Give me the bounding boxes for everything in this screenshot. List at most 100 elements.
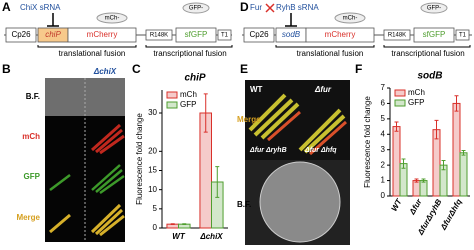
y-tick-label: 1 — [381, 176, 386, 185]
protein-label: GFP- — [427, 6, 441, 12]
bar — [412, 180, 421, 197]
panel-d: D Cp26 sodB mCherry R148K sfGFP T1 Fur R… — [240, 0, 472, 58]
y-tick-label: 6 — [381, 99, 386, 108]
x-tick-label: Δfur — [407, 197, 424, 217]
plate — [259, 161, 341, 243]
bracket — [275, 45, 471, 48]
bright-field — [45, 78, 125, 116]
column-label: WT — [59, 67, 72, 76]
protein — [420, 2, 448, 14]
x-tick-label: ΔchiX — [199, 232, 223, 241]
y-tick-label: 7 — [381, 83, 386, 92]
y-tick-label: 5 — [381, 114, 386, 123]
promoter-box — [243, 27, 275, 43]
chart-title: sodB — [418, 71, 443, 82]
legend-label: GFP — [180, 100, 196, 109]
cross — [265, 3, 275, 13]
legend-label: mCh — [408, 88, 425, 97]
mutation: R148K — [150, 33, 168, 39]
y-axis-label: Fluorescence fold change — [135, 113, 144, 205]
panel-a: A Cp26 chiP mCherry R148K sfGFP T1 ChiX … — [2, 0, 233, 58]
error-bar — [414, 178, 419, 183]
reporter: mCherry — [87, 30, 118, 39]
y-tick-label: 0 — [153, 223, 158, 232]
srna: ChiX sRNA — [20, 3, 61, 12]
terminator: T1 — [221, 33, 229, 39]
bar — [432, 129, 441, 197]
reporter-box — [175, 27, 217, 43]
bar — [459, 152, 468, 197]
error-bar — [182, 223, 187, 226]
srna: RyhB sRNA — [276, 3, 319, 12]
panel-label: B — [2, 62, 11, 76]
reporter-box — [413, 27, 455, 43]
y-tick-label: 10 — [148, 185, 157, 194]
inhibition — [285, 13, 297, 27]
reporter: sfGFP — [185, 30, 208, 39]
error-bar — [454, 95, 459, 112]
reporter-box — [67, 27, 137, 43]
bar — [392, 126, 401, 197]
promoter: Cp26 — [249, 30, 269, 39]
error-bar — [170, 223, 175, 226]
cells-red — [91, 123, 125, 155]
gene: sodB — [282, 30, 301, 39]
regulator: Fur — [250, 3, 262, 12]
row-label: B.F. — [26, 92, 40, 101]
strain-label: Δfur — [314, 85, 332, 94]
error-bar — [421, 178, 426, 183]
cells-green — [49, 164, 125, 195]
y-tick-label: 0 — [381, 191, 386, 200]
strain-label: Δfur Δhfq — [304, 147, 337, 154]
protein — [96, 12, 128, 24]
error-bar — [461, 149, 466, 156]
x-tick-label: WT — [172, 232, 186, 241]
strain-label: WT — [250, 85, 263, 94]
panel-label: E — [240, 62, 248, 76]
y-tick-label: 20 — [148, 146, 157, 155]
row-label: Merge — [237, 115, 261, 124]
row-label: Merge — [16, 213, 40, 222]
protein-label: mCh- — [343, 16, 358, 22]
fusion-label: translational fusion — [297, 49, 364, 58]
terminator-box — [217, 29, 232, 41]
reporter-box — [305, 27, 375, 43]
legend-label: mCh — [180, 90, 197, 99]
streaks — [267, 110, 347, 156]
error-bar — [203, 93, 208, 133]
y-axis-label: Fluorescence fold change — [363, 96, 372, 188]
bar — [419, 180, 428, 197]
panel-b: B WT ΔchiX B.F. mCh GFP Merge — [2, 62, 125, 242]
mutation-box — [383, 29, 411, 41]
promoter-box — [5, 27, 37, 43]
y-tick-label: 2 — [381, 160, 386, 169]
column-label: ΔchiX — [93, 67, 117, 76]
gene: chiP — [45, 30, 61, 39]
legend-label: GFP — [408, 98, 424, 107]
legend-swatch — [394, 89, 406, 97]
bar — [452, 102, 461, 197]
fusion-label: transcriptional fusion — [153, 49, 226, 58]
mutation-box — [145, 29, 173, 41]
panel-e: E WT Δfur Δfur ΔryhB Δfur Δhfq Merge B.F… — [237, 62, 350, 245]
terminator: T1 — [459, 33, 467, 39]
fusion-label: transcriptional fusion — [391, 49, 464, 58]
y-tick-label: 5 — [153, 204, 158, 213]
row-label: mCh — [22, 132, 40, 141]
legend-swatch — [166, 101, 178, 109]
reporter: sfGFP — [423, 30, 446, 39]
panel-label: D — [240, 0, 249, 14]
protein — [182, 2, 210, 14]
y-tick-label: 4 — [381, 129, 386, 138]
inhibition — [47, 13, 59, 27]
terminator-box — [455, 29, 470, 41]
error-bar — [401, 158, 406, 169]
chart-title: chiP — [184, 73, 205, 84]
y-tick-label: 3 — [381, 145, 386, 154]
y-tick-label: 30 — [148, 108, 157, 117]
error-bar — [434, 119, 439, 140]
strain-label: Δfur ΔryhB — [249, 147, 287, 154]
legend-swatch — [166, 91, 178, 99]
error-bar — [394, 121, 399, 132]
x-tick-label: WT — [390, 197, 405, 213]
